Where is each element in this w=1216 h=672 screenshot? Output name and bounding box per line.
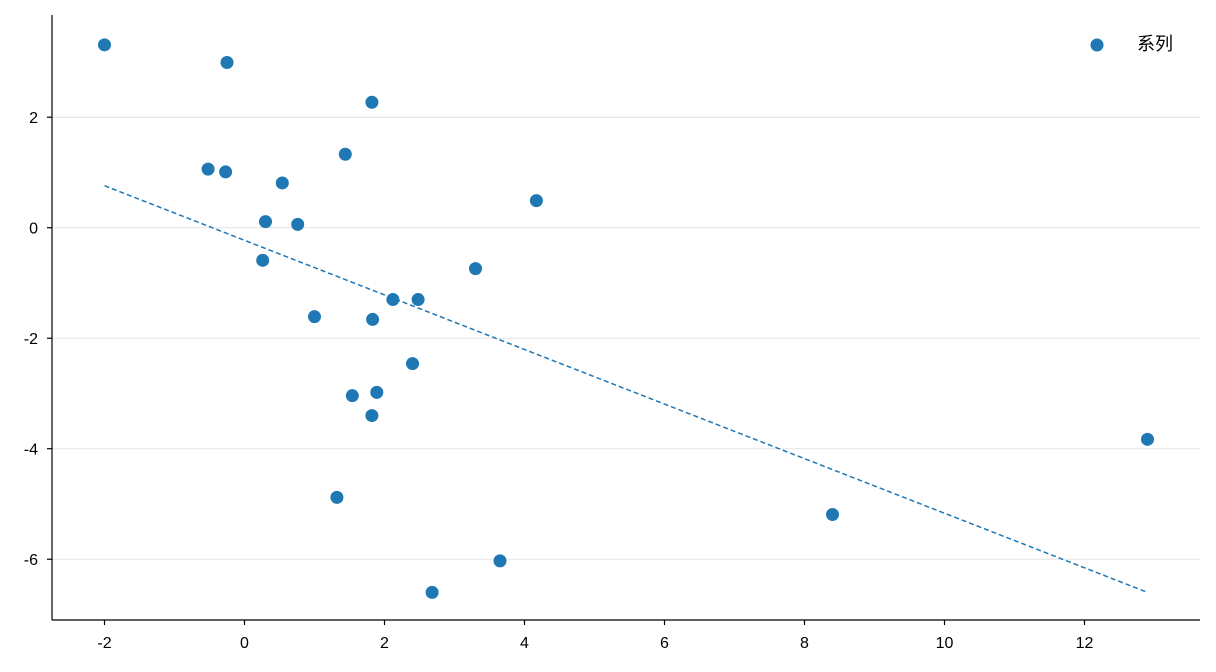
data-point <box>370 385 384 399</box>
data-point <box>220 56 234 70</box>
x-tick-label: -2 <box>97 635 111 652</box>
legend-label: 系列 <box>1137 34 1173 55</box>
legend: 系列 <box>1090 34 1173 55</box>
data-point <box>826 507 839 521</box>
x-tick-label: 0 <box>240 635 249 652</box>
data-point <box>219 165 233 179</box>
data-point <box>308 310 321 324</box>
y-tick-label: -4 <box>24 442 38 459</box>
data-point <box>386 293 400 307</box>
legend-marker <box>1090 38 1104 52</box>
y-tick-label: -2 <box>24 331 38 348</box>
data-point <box>493 554 507 568</box>
data-point <box>256 253 270 267</box>
data-point <box>411 293 425 307</box>
data-point <box>259 215 272 229</box>
data-point <box>365 409 379 423</box>
x-tick-label: 12 <box>1076 635 1094 652</box>
grid-lines <box>52 116 1200 560</box>
data-point <box>529 194 543 208</box>
x-tick-label: 8 <box>800 635 809 652</box>
y-tick-label: 0 <box>29 221 38 238</box>
data-point <box>469 262 482 276</box>
data-point <box>98 38 111 52</box>
data-point <box>366 312 380 326</box>
data-point <box>330 490 344 504</box>
data-point <box>345 389 359 403</box>
data-point <box>406 357 419 371</box>
data-point <box>1141 432 1154 446</box>
y-axis-ticks: -6 -4 -2 0 2 <box>24 110 52 569</box>
data-point <box>365 95 379 109</box>
data-point <box>338 147 352 161</box>
trendline-group <box>104 185 1148 594</box>
x-tick-label: 4 <box>520 635 529 652</box>
data-point <box>201 162 215 176</box>
x-tick-label: 6 <box>660 635 669 652</box>
data-point <box>291 217 305 231</box>
data-point <box>425 585 439 599</box>
x-axis-ticks: -2 0 2 4 6 8 10 12 <box>97 620 1094 652</box>
data-point <box>275 176 289 190</box>
y-tick-label: -6 <box>24 552 38 569</box>
data-points <box>98 38 1154 599</box>
x-tick-label: 10 <box>936 635 954 652</box>
x-tick-label: 2 <box>380 635 389 652</box>
y-tick-label: 2 <box>29 110 38 127</box>
trendline <box>104 185 1148 594</box>
